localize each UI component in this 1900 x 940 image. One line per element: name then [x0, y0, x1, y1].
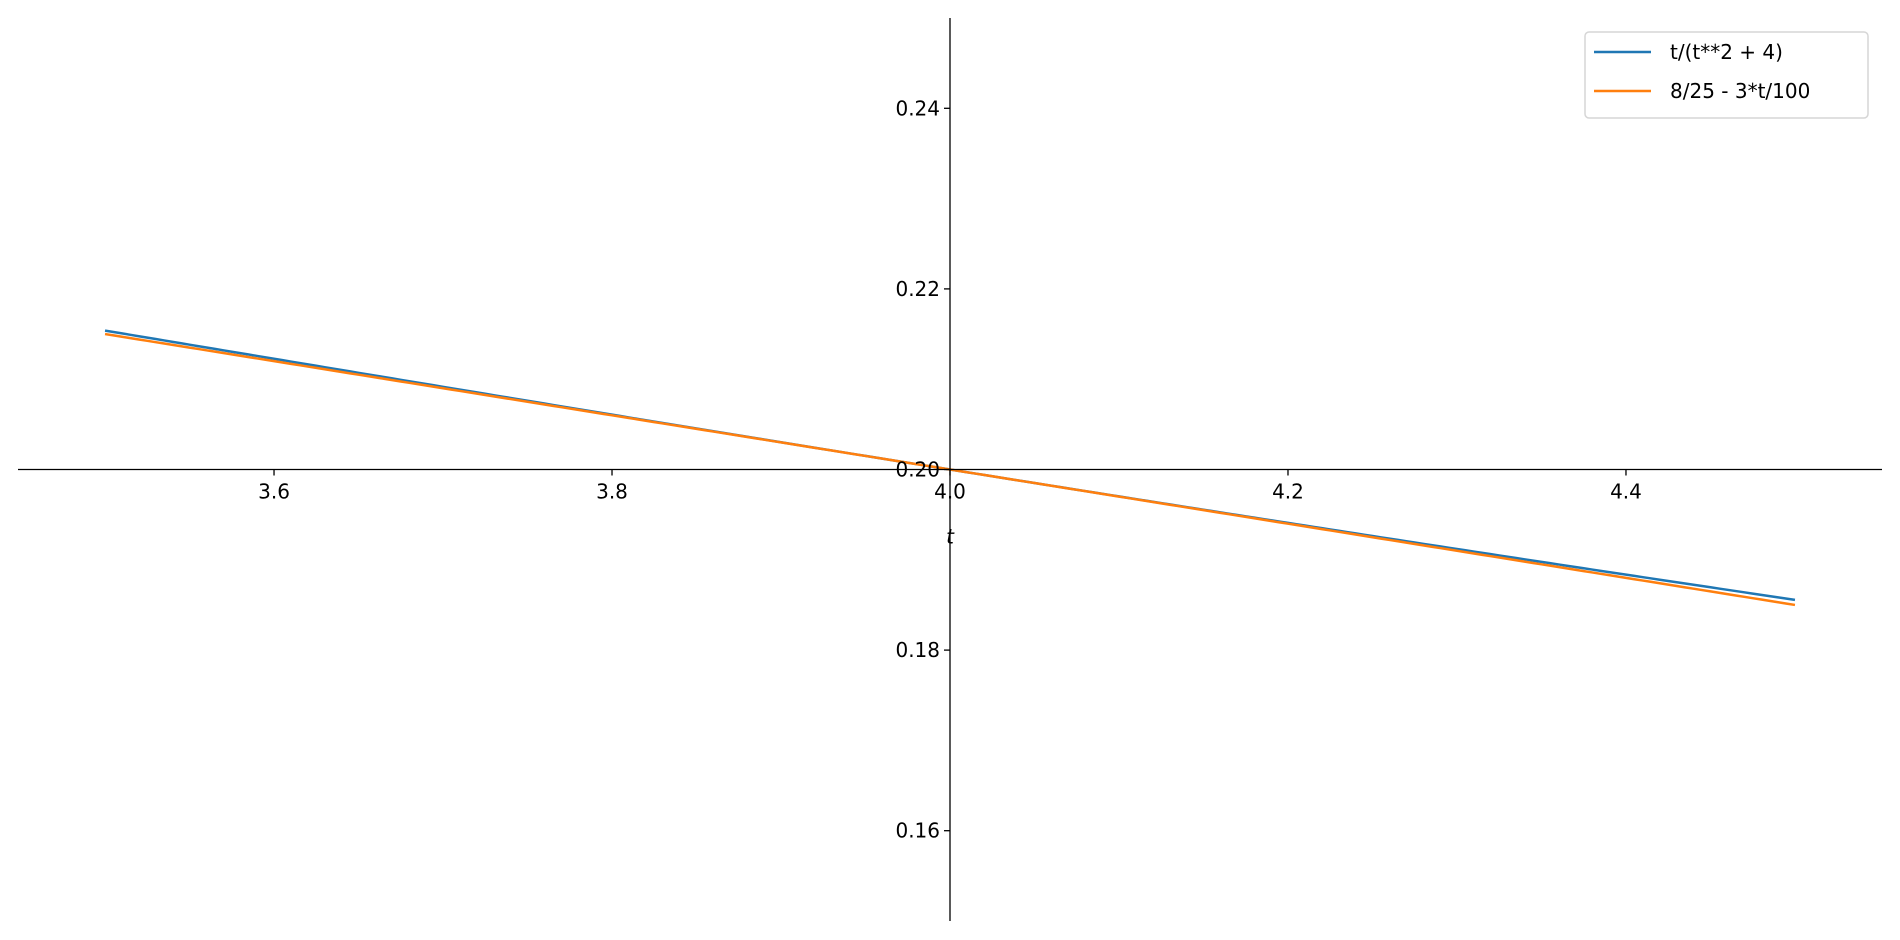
- y-tick-label: 0.24: [895, 96, 940, 120]
- x-tick-label: 3.8: [596, 480, 628, 504]
- y-tick-label: 0.18: [895, 638, 940, 662]
- y-tick-label: 0.16: [895, 819, 940, 843]
- legend-box: [1584, 31, 1869, 119]
- x-tick-label: 3.6: [258, 480, 290, 504]
- x-tick-label: 4.0: [934, 480, 966, 504]
- legend-label-1: t/(t**2 + 4): [1670, 40, 1783, 64]
- x-tick-label: 4.4: [1610, 480, 1642, 504]
- legend-label-2: 8/25 - 3*t/100: [1670, 79, 1810, 103]
- x-tick-label: 4.2: [1272, 480, 1304, 504]
- y-tick-label: 0.20: [895, 458, 940, 482]
- x-axis-label: t: [946, 525, 955, 549]
- y-tick-label: 0.22: [895, 277, 940, 301]
